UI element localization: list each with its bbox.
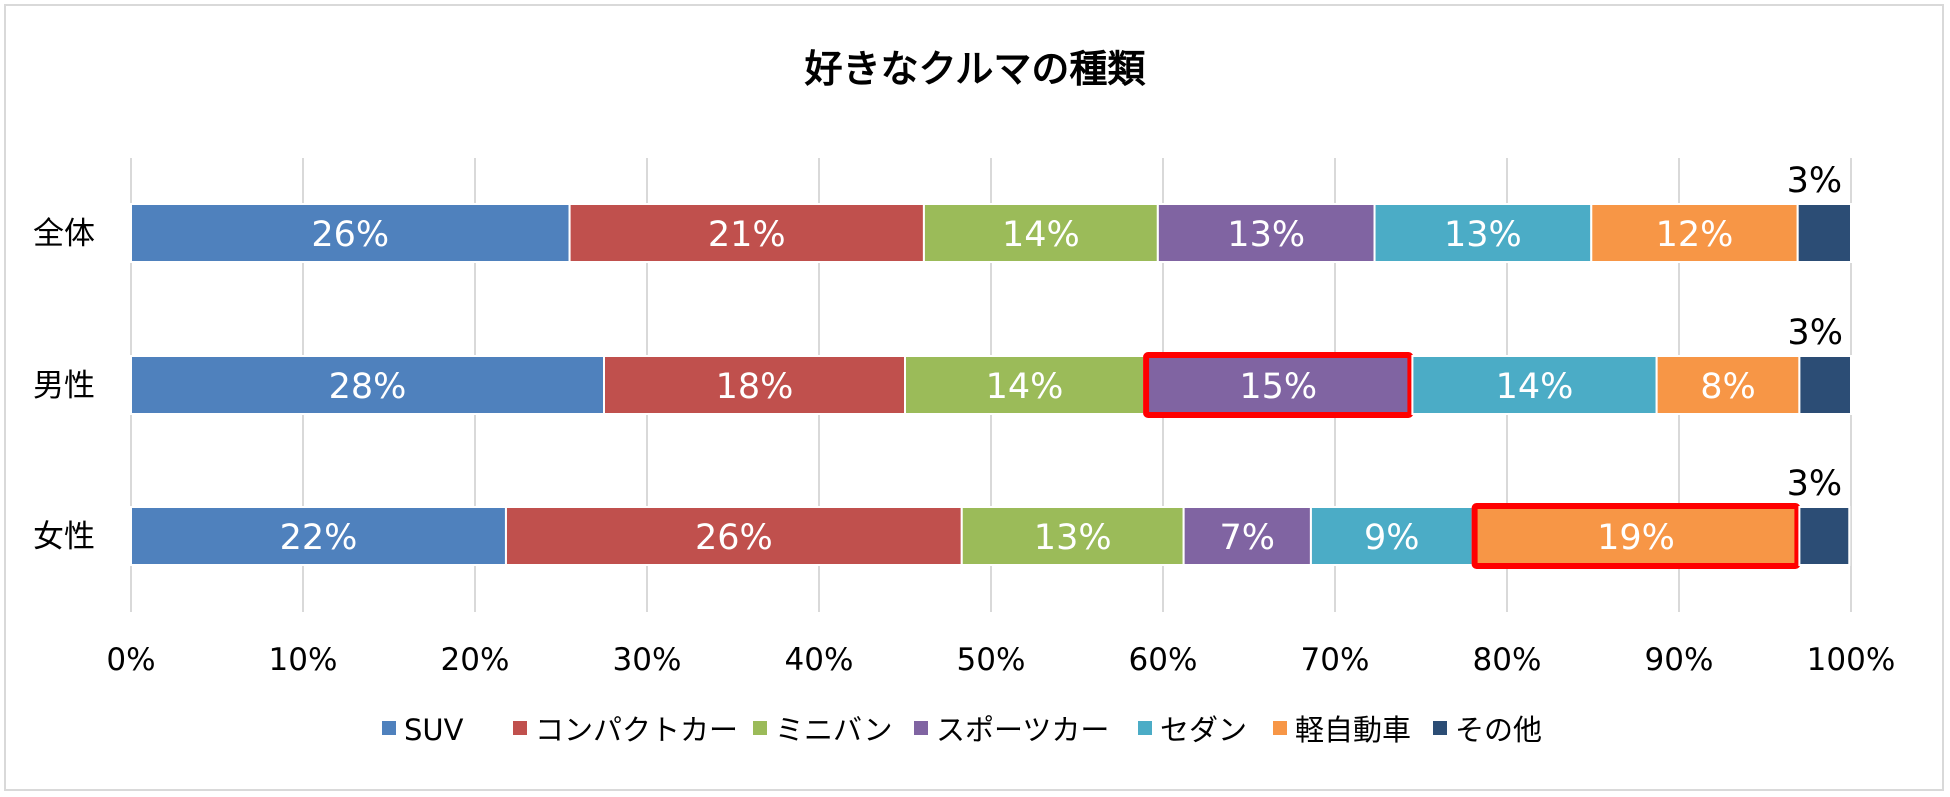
x-tick-label: 30%	[613, 642, 682, 678]
bar-segment	[1796, 203, 1853, 263]
data-label: 13%	[1034, 518, 1112, 558]
legend-label: スポーツカー	[936, 713, 1109, 747]
data-label: 13%	[1227, 215, 1305, 255]
x-tick-label: 70%	[1301, 642, 1370, 678]
x-tick-label: 80%	[1473, 642, 1542, 678]
data-label: 9%	[1364, 518, 1420, 558]
data-label: 19%	[1597, 518, 1675, 558]
bar-segment	[568, 203, 925, 263]
legend-swatch	[1273, 721, 1287, 735]
data-label: 8%	[1700, 367, 1756, 407]
bar-segment	[130, 203, 571, 263]
category-label: 全体	[33, 216, 95, 252]
legend-swatch	[1138, 721, 1152, 735]
category-label: 女性	[33, 519, 95, 555]
legend-swatch	[1433, 721, 1447, 735]
bar-segment	[1655, 355, 1801, 415]
x-tick-label: 90%	[1645, 642, 1714, 678]
bar-segment	[1182, 506, 1312, 566]
x-tick-label: 100%	[1807, 642, 1896, 678]
bar-segment	[504, 506, 963, 566]
data-label: 22%	[280, 518, 358, 558]
data-label: 14%	[1496, 367, 1574, 407]
data-label: 21%	[708, 215, 786, 255]
data-label: 3%	[1787, 161, 1843, 201]
legend-swatch	[382, 721, 396, 735]
legend-label: その他	[1455, 713, 1542, 747]
data-label: 26%	[695, 518, 773, 558]
legend-swatch	[914, 721, 928, 735]
legend: SUV コンパクトカー ミニバン スポーツカー セダン 軽自動車 その他	[382, 713, 1542, 747]
bar-segment	[904, 355, 1146, 415]
data-label: 12%	[1656, 215, 1734, 255]
bar-segment	[1590, 203, 1799, 263]
data-label: 18%	[716, 367, 794, 407]
x-axis-tick-labels: 0% 10% 20% 30% 40% 50% 60% 70% 80% 90% 100%	[106, 642, 1895, 678]
legend-label: コンパクトカー	[535, 713, 738, 747]
bar-segment	[960, 506, 1185, 566]
chart-title: 好きなクルマの種類	[804, 47, 1147, 91]
data-label: 28%	[329, 367, 407, 407]
x-tick-label: 50%	[957, 642, 1026, 678]
data-label: 13%	[1444, 215, 1522, 255]
bar-segment	[603, 355, 906, 415]
data-label: 3%	[1787, 464, 1843, 504]
bar-segments: 26% 21% 14% 13% 13% 12% 3% 28% 18% 14% 15% 14% 8% 3% 2…	[130, 161, 1853, 569]
legend-label: 軽自動車	[1295, 713, 1411, 747]
legend-label: ミニバン	[775, 713, 892, 747]
legend-label: SUV	[404, 713, 464, 747]
data-label: 15%	[1239, 367, 1317, 407]
legend-swatch	[513, 721, 527, 735]
category-label: 男性	[33, 368, 95, 404]
x-tick-label: 60%	[1129, 642, 1198, 678]
bar-segment	[1798, 506, 1851, 566]
bar-segment	[1309, 506, 1474, 566]
bar-segment	[1798, 355, 1853, 415]
bar-segment	[1411, 355, 1658, 415]
x-tick-label: 20%	[441, 642, 510, 678]
x-tick-label: 40%	[785, 642, 854, 678]
data-label: 26%	[311, 215, 389, 255]
x-tick-label: 10%	[269, 642, 338, 678]
bar-segment	[1373, 203, 1593, 263]
data-label: 14%	[986, 367, 1064, 407]
data-label: 3%	[1787, 313, 1843, 353]
legend-label: セダン	[1160, 713, 1247, 747]
x-tick-label: 0%	[106, 642, 155, 678]
highlight-box	[1471, 503, 1801, 569]
data-label: 14%	[1002, 215, 1080, 255]
highlight-box	[1143, 352, 1414, 418]
data-label: 7%	[1220, 518, 1276, 558]
legend-swatch	[753, 721, 767, 735]
bar-segment	[130, 506, 507, 566]
